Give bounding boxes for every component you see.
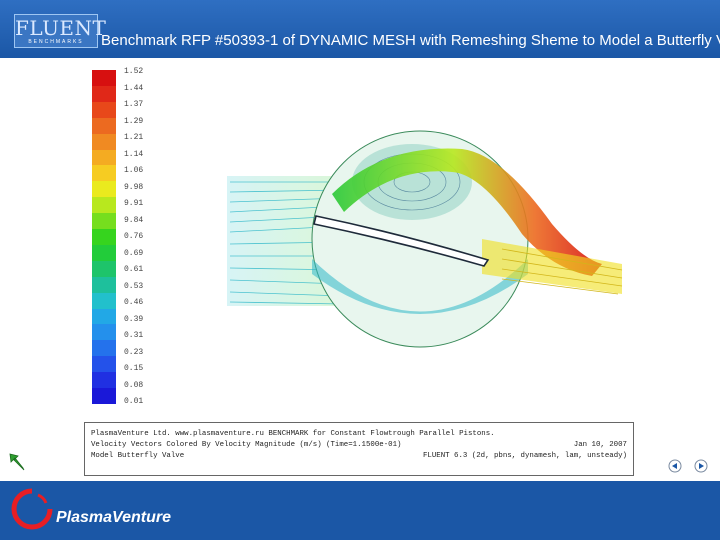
outlet-vectors [501, 248, 623, 295]
color-swatch [92, 133, 116, 150]
fluent-logo: FLUENT BENCHMARKS [14, 14, 107, 48]
caption-solver: FLUENT 6.3 (2d, pbns, dynamesh, lam, uns… [422, 452, 627, 460]
color-swatch [92, 308, 116, 325]
color-swatch [92, 276, 116, 294]
color-swatch [92, 388, 116, 405]
slide-footer [0, 481, 720, 540]
color-swatch [92, 197, 116, 214]
color-scale [92, 70, 116, 405]
logo-subtext: BENCHMARKS [28, 39, 84, 45]
plasmaventure-logo-icon [11, 488, 53, 530]
caption-line-3: Model Butterfly Valve [91, 452, 185, 460]
color-swatch [92, 70, 116, 87]
color-swatch [92, 340, 116, 357]
color-swatch [92, 229, 116, 246]
color-scale-tick: 1.44 [124, 83, 144, 93]
color-scale-tick: 0.01 [124, 397, 144, 406]
color-scale-tick: 0.15 [124, 364, 144, 373]
color-scale-tick: 1.14 [124, 149, 144, 159]
color-swatch [92, 324, 116, 341]
next-slide-icon[interactable] [694, 459, 708, 473]
color-scale-tick: 1.06 [124, 166, 144, 175]
color-scale-tick: 9.84 [124, 215, 144, 225]
outlet-flow-region [482, 239, 622, 294]
company-name: PlasmaVenture [56, 509, 172, 526]
color-scale-tick: 1.29 [124, 116, 144, 126]
figure-caption: PlasmaVenture Ltd. www.plasmaventure.ru … [84, 422, 634, 476]
color-scale-tick: 0.23 [124, 347, 144, 357]
color-swatch [92, 356, 116, 373]
color-swatch [92, 117, 116, 135]
color-scale-tick: 1.52 [124, 67, 144, 76]
flow-visualization [227, 130, 623, 348]
velocity-vector-plot [82, 64, 638, 406]
color-swatch [92, 292, 116, 310]
caption-line-1: PlasmaVenture Ltd. www.plasmaventure.ru … [91, 430, 495, 438]
color-scale-tick: 9.91 [124, 199, 144, 208]
caption-line-2: Velocity Vectors Colored By Velocity Mag… [91, 441, 402, 449]
color-scale-tick: 1.37 [124, 100, 144, 109]
color-swatch [92, 149, 116, 166]
lower-flow-region [312, 259, 528, 314]
color-scale-tick: 0.08 [124, 380, 144, 390]
color-scale-tick: 0.53 [124, 281, 144, 291]
prev-slide-icon[interactable] [668, 459, 682, 473]
color-swatch [92, 244, 116, 262]
color-scale-tick: 0.39 [124, 314, 144, 324]
color-scale-tick: 9.98 [124, 182, 144, 192]
color-scale-tick: 1.21 [124, 133, 144, 142]
color-scale-tick: 0.31 [124, 331, 144, 340]
color-scale-tick: 0.76 [124, 232, 144, 241]
butterfly-disc [313, 215, 490, 267]
color-swatch [92, 181, 116, 198]
high-velocity-jet [332, 148, 602, 276]
slide-header: FLUENT BENCHMARKS Benchmark RFP #50393-1… [0, 0, 720, 58]
color-swatch [92, 85, 116, 103]
color-swatch [92, 260, 116, 278]
return-arrow-icon[interactable] [8, 452, 26, 472]
color-swatch [92, 372, 116, 389]
color-scale-tick: 0.69 [124, 248, 144, 258]
color-swatch [92, 101, 116, 119]
slide-title: Benchmark RFP #50393-1 of DYNAMIC MESH w… [101, 32, 720, 49]
color-scale-tick: 0.46 [124, 298, 144, 307]
color-swatch [92, 213, 116, 230]
color-scale-tick: 0.61 [124, 265, 144, 274]
caption-date: Jan 10, 2007 [573, 441, 627, 449]
color-swatch [92, 165, 116, 182]
logo-text: FLUENT [15, 16, 107, 40]
